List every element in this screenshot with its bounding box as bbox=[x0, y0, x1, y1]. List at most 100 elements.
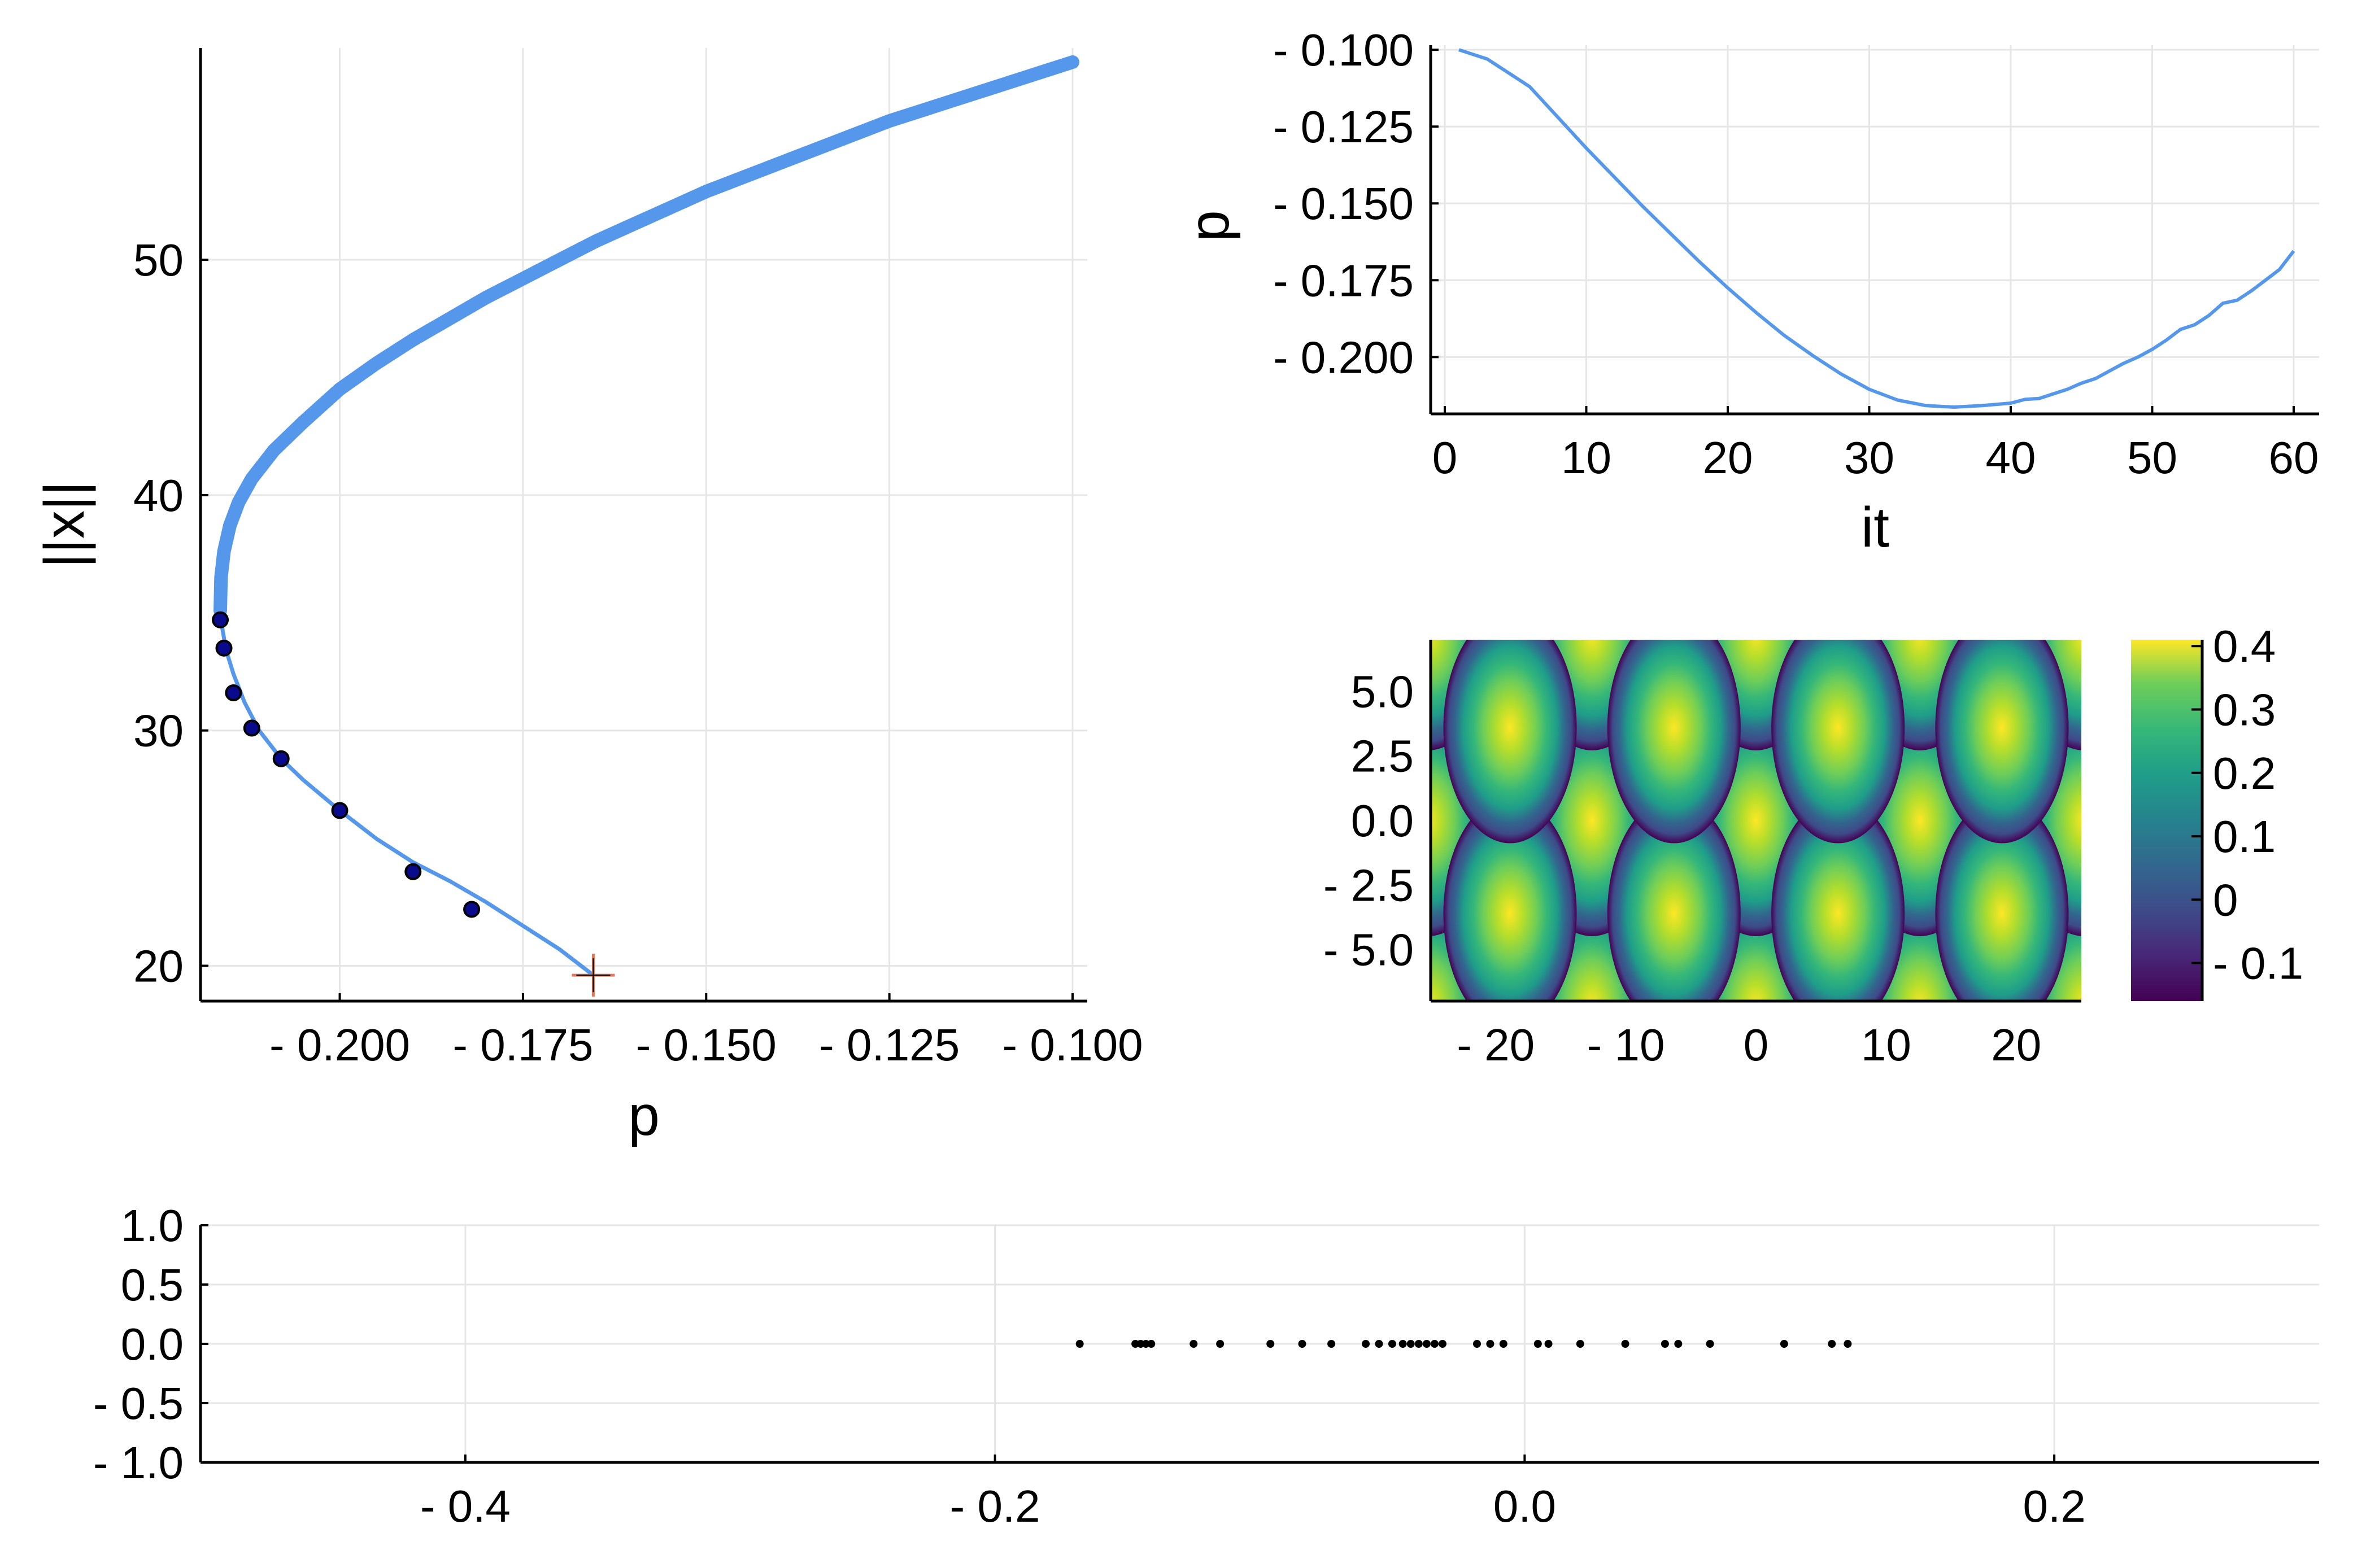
eigenvalue-point bbox=[1327, 1340, 1336, 1348]
branch-x-tick-label: - 0.100 bbox=[1003, 1020, 1143, 1070]
eigenvalue-point bbox=[1661, 1340, 1669, 1348]
solution-heatmap-panel: - 20 - 10 0 10 20 5.0 2.5 0.0 - 2.5 - 5.0 0.4 0.3… bbox=[1323, 621, 2303, 1070]
eigenvalue-point bbox=[1298, 1340, 1306, 1348]
heatmap-spot bbox=[1771, 640, 1905, 844]
branch-x-tick-label: - 0.175 bbox=[452, 1020, 593, 1070]
iterations-y-tick-labels: - 0.100 - 0.125 - 0.150 - 0.175 - 0.200 bbox=[1273, 25, 1439, 382]
heatmap-x-tick-label: 10 bbox=[1861, 1020, 1911, 1070]
iterations-y-tick-label: - 0.100 bbox=[1273, 25, 1414, 75]
eigenvalue-y-tick-labels: 1.0 0.5 0.0 - 0.5 - 1.0 bbox=[93, 1200, 208, 1488]
branch-x-axis-label: p bbox=[628, 1084, 660, 1147]
branch-marker bbox=[272, 750, 290, 767]
heatmap-spot bbox=[1443, 640, 1577, 844]
branch-marker bbox=[212, 611, 229, 628]
iterations-x-tick-label: 50 bbox=[2127, 433, 2177, 483]
branch-curve-thin bbox=[218, 608, 595, 977]
eigenvalue-point bbox=[1189, 1340, 1198, 1348]
eigenvalue-point bbox=[1398, 1340, 1407, 1348]
iterations-x-tick-label: 0 bbox=[1432, 433, 1458, 483]
branch-y-axis-label: ||x|| bbox=[33, 481, 96, 568]
branch-point-markers bbox=[212, 611, 481, 918]
eigenvalue-point bbox=[1472, 1340, 1481, 1348]
eigenvalue-point bbox=[1621, 1340, 1629, 1348]
eigenvalue-point bbox=[1844, 1340, 1852, 1348]
colorbar-tick-label: 0.4 bbox=[2213, 621, 2276, 671]
eigenvalue-point bbox=[1216, 1340, 1225, 1348]
heatmap-spot bbox=[1607, 797, 1741, 1001]
eigenvalue-x-tick-label: - 0.4 bbox=[420, 1481, 511, 1531]
eigenvalue-point bbox=[1414, 1340, 1423, 1348]
branch-gridlines bbox=[201, 48, 1087, 1001]
branch-y-tick-label: 50 bbox=[133, 235, 184, 285]
eigenvalue-y-tick-label: 1.0 bbox=[121, 1200, 184, 1251]
iterations-gridlines bbox=[1431, 45, 2319, 414]
iterations-y-axis-label: p bbox=[1178, 210, 1241, 242]
iterations-x-axis-label: it bbox=[1861, 496, 1889, 559]
colorbar-tick-label: 0.3 bbox=[2213, 685, 2276, 735]
branch-marker bbox=[243, 719, 260, 737]
heatmap-y-tick-labels: 5.0 2.5 0.0 - 2.5 - 5.0 bbox=[1323, 666, 1414, 975]
eigenvalue-point bbox=[1422, 1340, 1431, 1348]
colorbar-tick-label: - 0.1 bbox=[2213, 938, 2303, 989]
branch-y-tick-label: 40 bbox=[133, 470, 184, 521]
eigenvalue-y-tick-label: 0.0 bbox=[121, 1319, 184, 1369]
eigenvalue-point bbox=[1266, 1340, 1275, 1348]
heatmap-spot bbox=[1935, 797, 2069, 1001]
eigenvalue-point bbox=[1828, 1340, 1836, 1348]
eigenvalue-x-tick-label: 0.2 bbox=[2023, 1481, 2086, 1531]
iterations-y-tick-label: - 0.150 bbox=[1273, 178, 1414, 229]
branch-y-tick-label: 30 bbox=[133, 706, 184, 756]
heatmap-y-tick-label: 5.0 bbox=[1351, 666, 1414, 717]
colorbar-tick-labels: 0.4 0.3 0.2 0.1 0 - 0.1 bbox=[2191, 621, 2303, 989]
heatmap-y-tick-label: 2.5 bbox=[1351, 731, 1414, 781]
iterations-x-tick-label: 30 bbox=[1844, 433, 1894, 483]
eigenvalue-point bbox=[1147, 1340, 1156, 1348]
heatmap-x-tick-label: 0 bbox=[1744, 1020, 1769, 1070]
heatmap-y-tick-label: - 2.5 bbox=[1323, 860, 1414, 910]
heatmap-x-tick-label: - 10 bbox=[1587, 1020, 1665, 1070]
branch-y-tick-label: 20 bbox=[133, 941, 184, 991]
heatmap-spot bbox=[1771, 797, 1905, 1001]
eigenvalue-point bbox=[1544, 1340, 1553, 1348]
colorbar bbox=[2131, 640, 2202, 1001]
eigenvalue-x-tick-labels: - 0.4 - 0.2 0.0 0.2 bbox=[420, 1455, 2086, 1531]
branch-diagram-panel: - 0.200 - 0.175 - 0.150 - 0.125 - 0.100 20 30… bbox=[33, 48, 1143, 1147]
eigenvalue-panel: - 0.4 - 0.2 0.0 0.2 1.0 0.5 0.0 - 0.5 - 1.0 bbox=[93, 1200, 2319, 1531]
heatmap-x-tick-labels: - 20 - 10 0 10 20 bbox=[1457, 1020, 2041, 1070]
iterations-x-tick-label: 40 bbox=[1985, 433, 2036, 483]
branch-marker bbox=[404, 863, 422, 880]
eigenvalue-point bbox=[1362, 1340, 1370, 1348]
eigenvalue-point bbox=[1706, 1340, 1714, 1348]
heatmap-x-tick-label: - 20 bbox=[1457, 1020, 1535, 1070]
branch-curves bbox=[213, 55, 1079, 977]
heatmap-spot bbox=[1443, 797, 1577, 1001]
eigenvalue-point bbox=[1406, 1340, 1415, 1348]
heatmap-y-tick-label: 0.0 bbox=[1351, 796, 1414, 846]
branch-marker bbox=[225, 684, 242, 702]
eigenvalue-gridlines bbox=[201, 1224, 2319, 1464]
eigenvalue-x-tick-label: 0.0 bbox=[1493, 1481, 1556, 1531]
eigenvalue-point bbox=[1430, 1340, 1439, 1348]
heatmap-spot bbox=[1607, 640, 1741, 844]
eigenvalue-y-tick-label: - 1.0 bbox=[93, 1438, 184, 1488]
eigenvalue-point bbox=[1375, 1340, 1383, 1348]
colorbar-tick-label: 0.2 bbox=[2213, 748, 2276, 798]
heatmap-spot bbox=[1935, 640, 2069, 844]
eigenvalue-point bbox=[1576, 1340, 1584, 1348]
colorbar-tick-label: 0 bbox=[2213, 875, 2238, 925]
eigenvalue-y-tick-label: - 0.5 bbox=[93, 1378, 184, 1429]
heatmap-spots bbox=[1431, 640, 2081, 1001]
branch-marker bbox=[215, 639, 233, 657]
branch-marker bbox=[331, 802, 348, 819]
heatmap-y-tick-label: - 5.0 bbox=[1323, 925, 1414, 975]
iterations-x-tick-labels: 0 10 20 30 40 50 60 bbox=[1432, 406, 2319, 483]
iterations-series-line bbox=[1458, 48, 2295, 409]
eigenvalue-y-tick-label: 0.5 bbox=[121, 1260, 184, 1310]
branch-x-tick-label: - 0.125 bbox=[819, 1020, 960, 1070]
branch-marker bbox=[463, 901, 481, 918]
iterations-y-tick-label: - 0.125 bbox=[1273, 102, 1414, 152]
heatmap-x-tick-label: 20 bbox=[1991, 1020, 2041, 1070]
eigenvalue-point bbox=[1533, 1340, 1542, 1348]
eigenvalue-points bbox=[1075, 1340, 1852, 1348]
